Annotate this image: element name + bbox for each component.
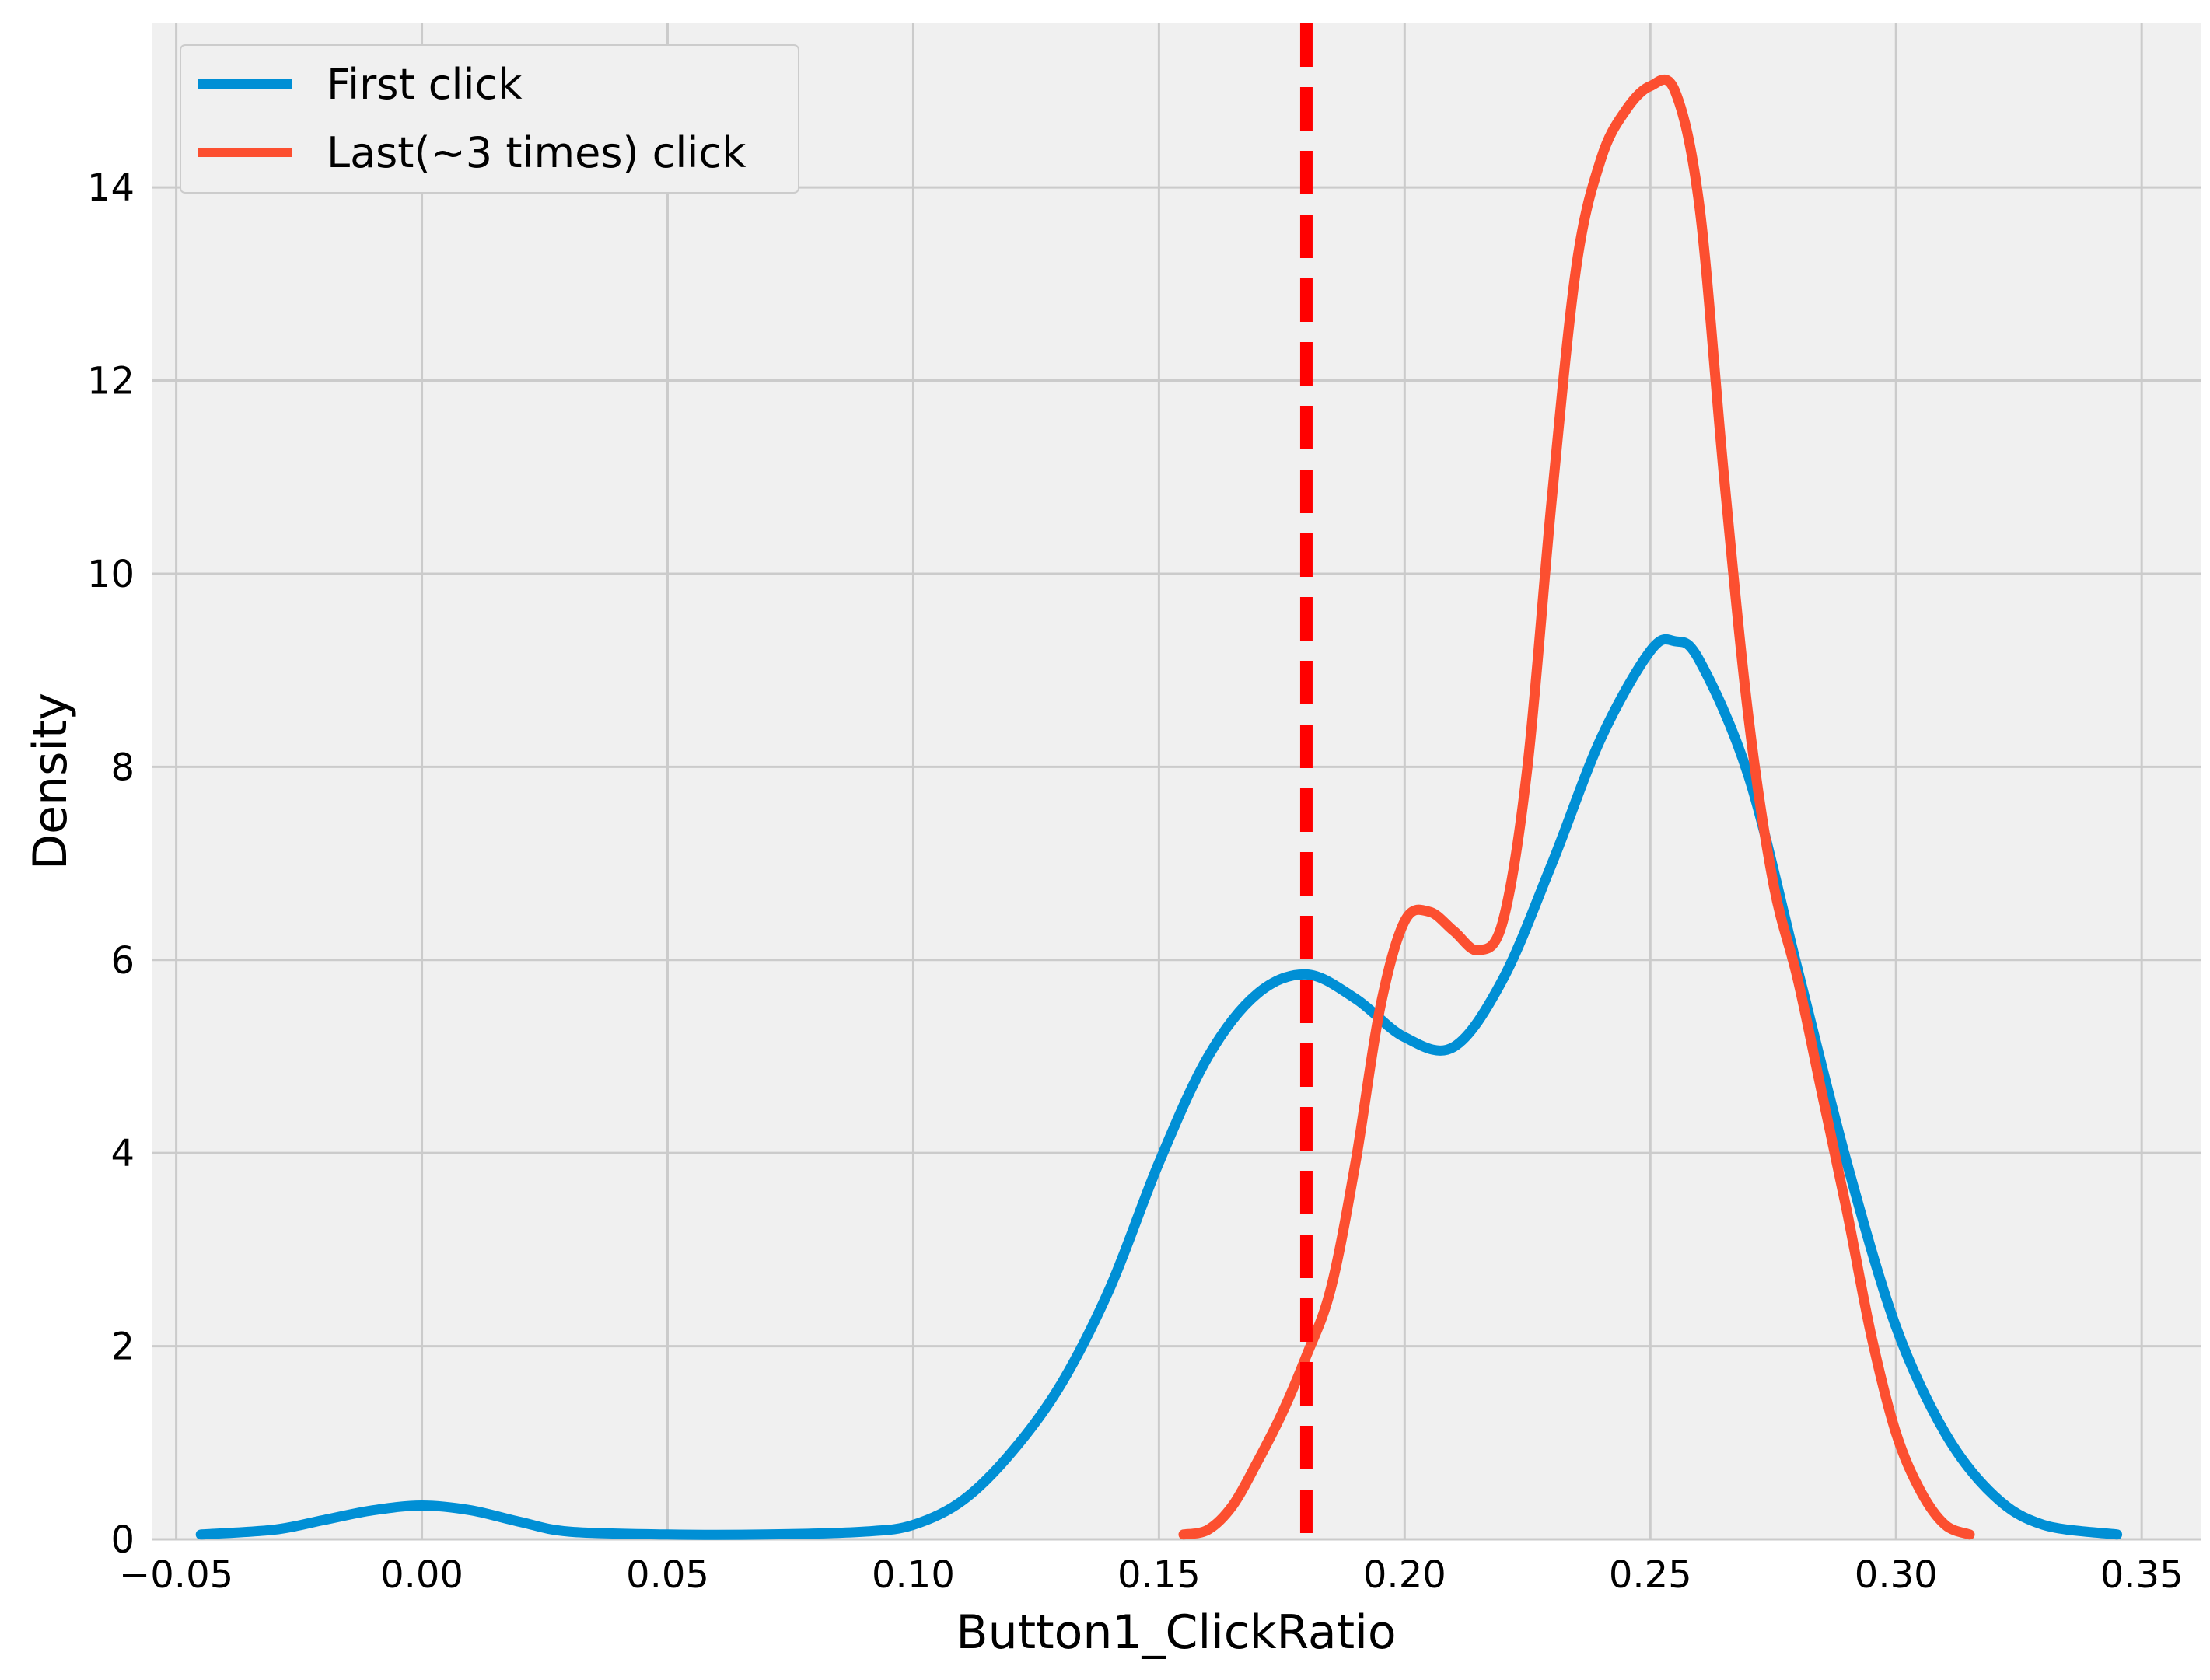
x-tick-label: 0.15 [1117, 1553, 1201, 1597]
x-tick-label: −0.05 [119, 1553, 233, 1597]
y-tick-label: 6 [110, 939, 135, 983]
series-line-0 [195, 634, 2123, 1540]
y-axis-label: Density [23, 693, 78, 870]
y-tick-label: 2 [110, 1325, 135, 1369]
x-tick-label: 0.00 [380, 1553, 463, 1597]
y-tick-label: 12 [87, 360, 135, 403]
y-tick-labels: 0 2 4 6 8 10 12 14 [87, 166, 135, 1562]
x-tick-label: 0.25 [1609, 1553, 1692, 1597]
grid-lines [152, 23, 2201, 1541]
legend: First click Last(~3 times) click [180, 44, 799, 194]
y-tick-label: 10 [87, 553, 135, 596]
legend-label-last-click: Last(~3 times) click [327, 128, 747, 177]
y-tick-label: 4 [110, 1132, 135, 1175]
series-line-1 [1178, 75, 1975, 1540]
x-tick-label: 0.05 [626, 1553, 709, 1597]
legend-label-first-click: First click [327, 60, 523, 109]
y-tick-label: 0 [110, 1518, 135, 1562]
x-tick-label: 0.35 [2100, 1553, 2184, 1597]
x-axis-label: Button1_ClickRatio [956, 1605, 1396, 1660]
y-tick-label: 14 [87, 166, 135, 210]
x-tick-label: 0.20 [1363, 1553, 1446, 1597]
legend-box [180, 44, 799, 194]
x-tick-labels: −0.05 0.00 0.05 0.10 0.15 0.20 0.25 0.30 0.35 [119, 1553, 2184, 1597]
x-tick-label: 0.30 [1855, 1553, 1938, 1597]
series-layer [195, 75, 2123, 1540]
x-tick-label: 0.10 [872, 1553, 955, 1597]
y-tick-label: 8 [110, 746, 135, 789]
